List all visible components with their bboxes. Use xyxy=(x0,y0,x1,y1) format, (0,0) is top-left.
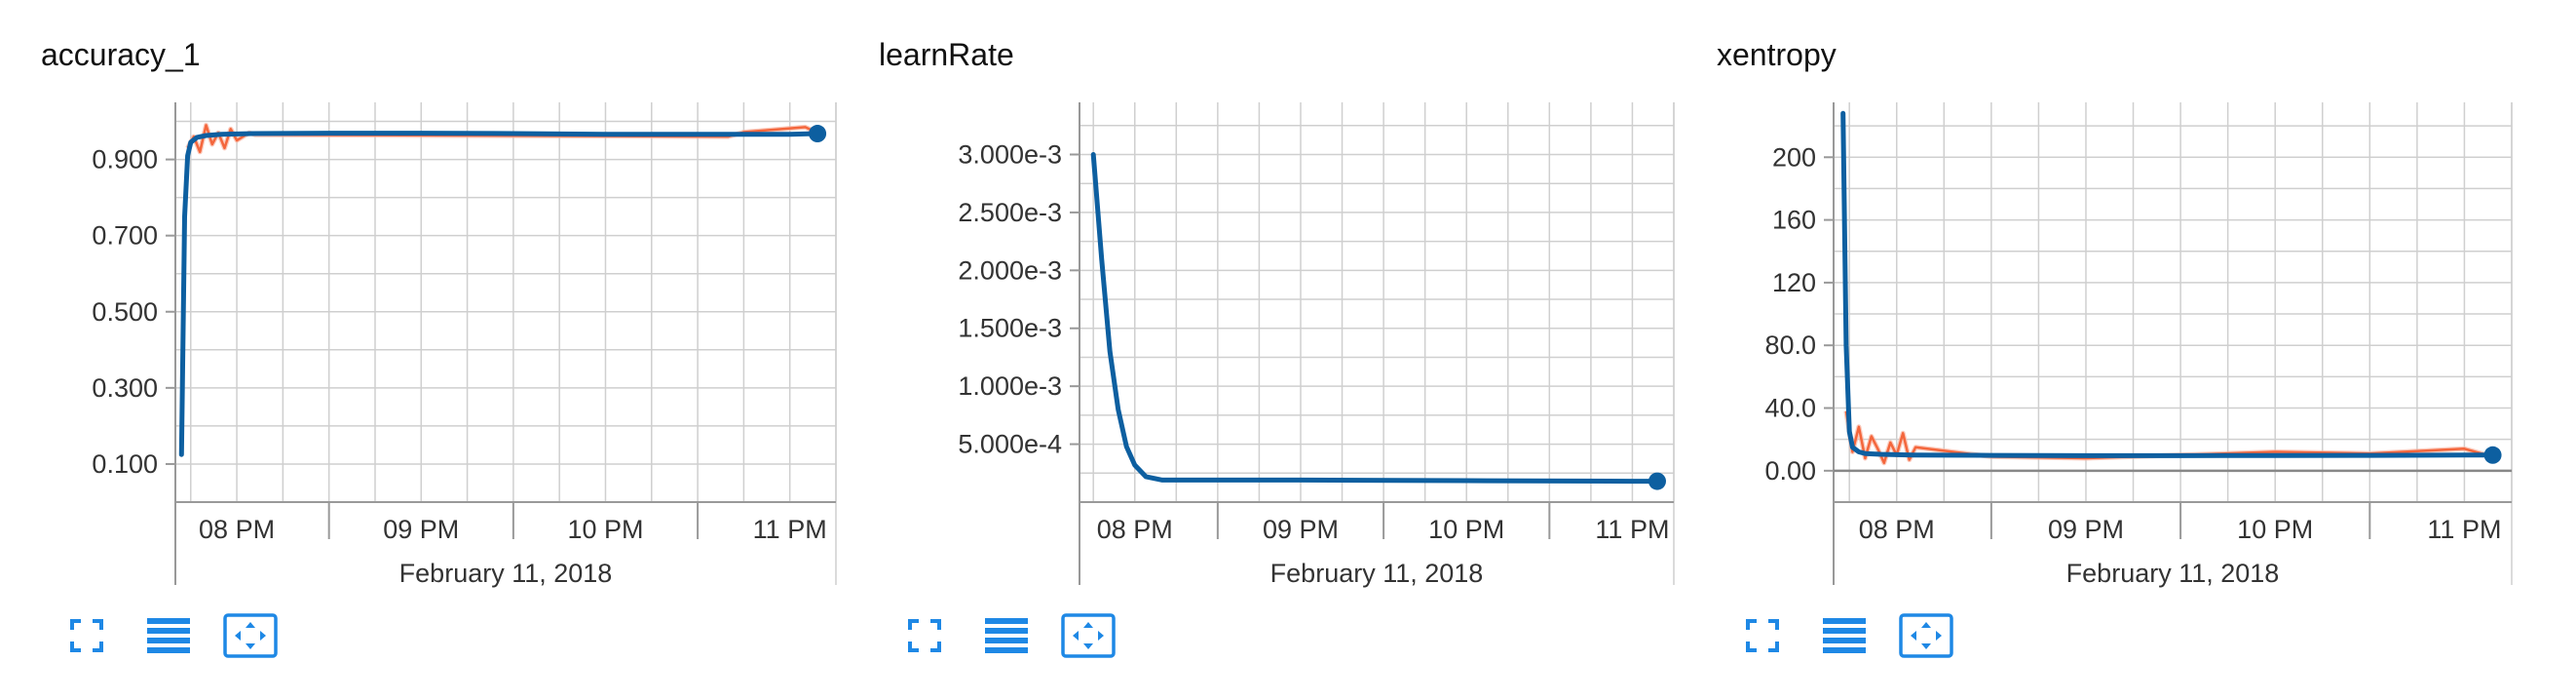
gridlines xyxy=(1834,102,2513,503)
chart-card-learnrate: learnRate 5.000e-4 1.000e-3 1.500e-3 2.000e… xyxy=(838,0,1676,700)
x-tick-label: 10 PM xyxy=(1428,515,1504,544)
data-table-button[interactable] xyxy=(1816,612,1873,659)
last-point-marker xyxy=(809,125,827,143)
smoothed-series-line xyxy=(1090,152,1660,485)
gridlines xyxy=(1080,102,1675,503)
fit-domain-button[interactable] xyxy=(1898,612,1954,659)
y-tick-label: 0.100 xyxy=(92,449,158,479)
x-axis-date-label: February 11, 2018 xyxy=(399,559,613,588)
x-tick-label: 09 PM xyxy=(2048,515,2124,544)
y-tick-label: 5.000e-4 xyxy=(958,430,1062,459)
y-tick-label: 0.500 xyxy=(92,297,158,327)
y-tick-label: 160 xyxy=(1772,206,1816,235)
fullscreen-button[interactable] xyxy=(1734,612,1791,659)
chart-title: learnRate xyxy=(879,37,1014,72)
y-tick-label: 40.0 xyxy=(1764,394,1816,423)
y-tick-label: 3.000e-3 xyxy=(958,139,1062,169)
chart-toolbar xyxy=(1734,612,1954,659)
fullscreen-icon xyxy=(1746,619,1779,652)
chart-card-accuracy: accuracy_1 0.100 0.300 0.500 0.700 0.900 08 P… xyxy=(0,0,838,700)
x-tick-label: 10 PM xyxy=(2237,515,2313,544)
y-tick-label: 2.000e-3 xyxy=(958,255,1062,285)
x-axis-date-label: February 11, 2018 xyxy=(2066,559,2280,588)
fit-domain-icon xyxy=(1061,613,1116,658)
fit-domain-icon xyxy=(223,613,278,658)
last-point-marker xyxy=(2483,446,2502,464)
raw-series-line xyxy=(1844,410,2493,465)
y-tick-label: 1.500e-3 xyxy=(958,314,1062,343)
chart-title: xentropy xyxy=(1717,37,1837,72)
x-tick-label: 10 PM xyxy=(567,515,643,544)
data-table-icon xyxy=(147,618,190,653)
y-tick-label: 120 xyxy=(1772,268,1816,297)
chart-learnrate[interactable]: 5.000e-4 1.000e-3 1.500e-3 2.000e-3 2.500e-3… xyxy=(838,0,1676,624)
smoothed-series-line xyxy=(178,131,820,457)
fullscreen-button[interactable] xyxy=(896,612,953,659)
fit-domain-icon xyxy=(1899,613,1953,658)
y-tick-label: 0.300 xyxy=(92,373,158,403)
chart-title: accuracy_1 xyxy=(41,37,201,72)
fit-domain-button[interactable] xyxy=(1060,612,1117,659)
y-tick-label: 200 xyxy=(1772,142,1816,172)
chart-toolbar xyxy=(896,612,1117,659)
y-tick-label: 2.500e-3 xyxy=(958,198,1062,227)
last-point-marker xyxy=(1648,472,1666,490)
y-tick-label: 0.900 xyxy=(92,145,158,175)
y-tick-label: 0.700 xyxy=(92,221,158,251)
data-table-button[interactable] xyxy=(140,612,197,659)
x-tick-label: 11 PM xyxy=(2427,515,2501,544)
fullscreen-icon xyxy=(70,619,103,652)
x-tick-label: 11 PM xyxy=(753,515,827,544)
x-tick-label: 08 PM xyxy=(1097,515,1173,544)
gridlines xyxy=(175,102,837,503)
fit-domain-button[interactable] xyxy=(222,612,279,659)
data-table-icon xyxy=(985,618,1028,653)
data-table-button[interactable] xyxy=(978,612,1035,659)
x-tick-label: 09 PM xyxy=(1263,515,1339,544)
data-table-icon xyxy=(1823,618,1866,653)
chart-xentropy[interactable]: 0.00 40.0 80.0 120 160 200 08 PM 09 PM 10 PM 11 P… xyxy=(1676,0,2514,624)
y-tick-label: 80.0 xyxy=(1764,331,1816,360)
y-tick-label: 0.00 xyxy=(1764,456,1816,486)
fullscreen-icon xyxy=(908,619,941,652)
x-tick-label: 09 PM xyxy=(383,515,459,544)
x-tick-label: 08 PM xyxy=(199,515,275,544)
x-axis-date-label: February 11, 2018 xyxy=(1270,559,1484,588)
x-tick-label: 11 PM xyxy=(1595,515,1669,544)
raw-series-halo xyxy=(185,122,819,155)
chart-toolbar xyxy=(58,612,279,659)
fullscreen-button[interactable] xyxy=(58,612,115,659)
x-tick-label: 08 PM xyxy=(1859,515,1935,544)
chart-card-xentropy: xentropy 0.00 40.0 80.0 120 160 200 08 PM 09 PM… xyxy=(1676,0,2514,700)
smoothed-series-line xyxy=(1840,110,2496,458)
chart-accuracy[interactable]: 0.100 0.300 0.500 0.700 0.900 08 PM 09 PM 10 PM… xyxy=(0,0,838,624)
y-tick-label: 1.000e-3 xyxy=(958,371,1062,401)
